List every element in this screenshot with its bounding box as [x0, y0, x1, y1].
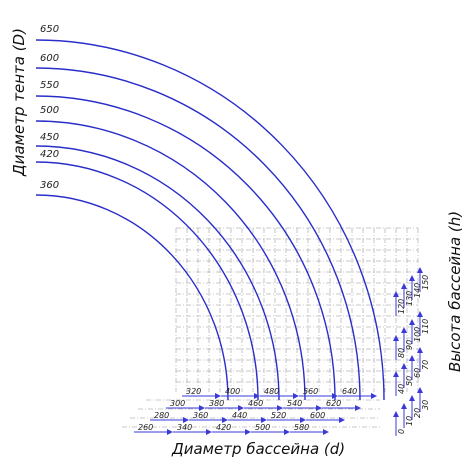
pool-diameter-label: 340: [177, 423, 192, 432]
pool-height-label: 100: [413, 327, 422, 342]
pool-diameter-label: 620: [326, 399, 341, 408]
pool-height-label: 110: [421, 319, 430, 334]
pool-height-title: Высота бассейна (h): [446, 211, 464, 372]
pool-height-label: 10: [405, 416, 414, 426]
tent-curve: [35, 145, 280, 401]
pool-diameter-label: 280: [154, 411, 169, 420]
pool-diameter-label: 580: [294, 423, 309, 432]
pool-diameter-label: 440: [232, 411, 247, 420]
pool-height-label: 130: [405, 291, 414, 306]
pool-diameter-label: 480: [264, 387, 279, 396]
pool-height-label: 30: [421, 400, 430, 410]
pool-diameter-label: 360: [193, 411, 208, 420]
tent-diameter-label: 360: [40, 180, 59, 191]
tent-diameter-label: 600: [40, 53, 59, 64]
pool-diameter-label: 380: [209, 399, 224, 408]
pool-diameter-label: 500: [255, 423, 270, 432]
pool-height-label: 80: [397, 348, 406, 358]
tent-diameter-curves: [35, 39, 385, 401]
pool-height-label: 50: [405, 376, 414, 386]
tent-curve: [35, 194, 229, 401]
pool-diameter-label: 640: [342, 387, 357, 396]
pool-diameter-label: 260: [138, 423, 153, 432]
pool-diameter-title: Диаметр бассейна (d): [171, 440, 345, 458]
tent-diameter-labels: 650 600 550 500 450 420 360: [40, 24, 59, 191]
pool-diameter-label: 320: [186, 387, 201, 396]
pool-diameter-label: 400: [225, 387, 240, 396]
tent-curve: [35, 67, 361, 401]
pool-diameter-label: 600: [310, 411, 325, 420]
pool-height-label: 20: [413, 408, 422, 418]
pool-height-label: 0: [397, 429, 406, 434]
pool-diameter-label: 520: [271, 411, 286, 420]
tent-diameter-label: 550: [40, 80, 59, 91]
tent-curve: [35, 120, 306, 401]
pool-diameter-label: 300: [170, 399, 185, 408]
pool-height-label: 40: [397, 384, 406, 394]
tent-diameter-label: 450: [40, 132, 59, 143]
tent-diameter-label: 650: [40, 24, 59, 35]
pool-diameter-scale: 320 400 480 560 640 300 380 460 540 620 280 360 440 5…: [134, 387, 377, 435]
pool-diameter-label: 420: [216, 423, 231, 432]
pool-height-label: 150: [421, 275, 430, 290]
tent-diameter-title: Диаметр тента (D): [10, 28, 28, 177]
tent-diameter-label: 420: [40, 149, 59, 160]
pool-diameter-label: 540: [287, 399, 302, 408]
pool-diameter-label: 560: [303, 387, 318, 396]
tent-curve: [35, 39, 385, 401]
pool-height-label: 120: [397, 299, 406, 314]
tent-diameter-label: 500: [40, 105, 59, 116]
tent-curve: [35, 95, 336, 401]
pool-diameter-label: 460: [248, 399, 263, 408]
pool-height-label: 140: [413, 283, 422, 298]
pool-height-label: 70: [421, 360, 430, 370]
tent-curve: [35, 161, 259, 401]
pool-height-label: 90: [405, 340, 414, 350]
pool-height-label: 60: [413, 368, 422, 378]
perspective-grid: [122, 227, 419, 428]
